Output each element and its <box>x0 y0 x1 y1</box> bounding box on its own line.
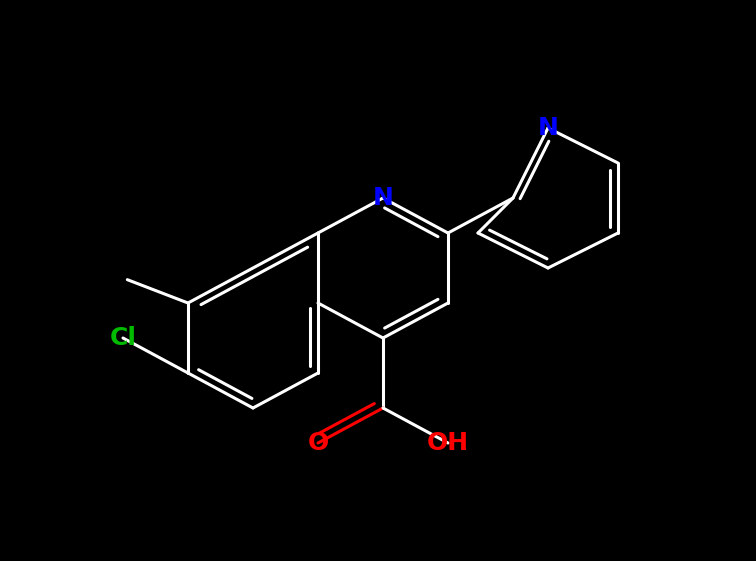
Text: O: O <box>308 431 329 455</box>
Text: OH: OH <box>427 431 469 455</box>
Text: N: N <box>538 116 559 140</box>
Text: Cl: Cl <box>110 326 137 350</box>
Text: N: N <box>373 186 393 210</box>
